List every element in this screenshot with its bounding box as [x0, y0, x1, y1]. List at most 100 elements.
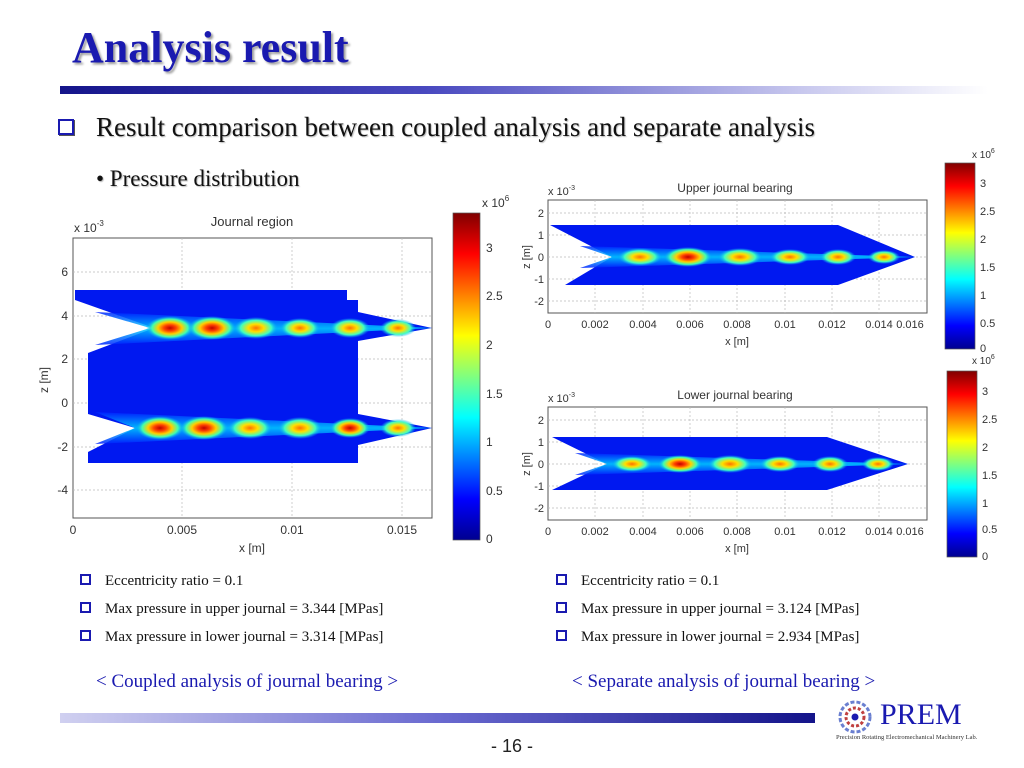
y-tick: -2 [534, 503, 544, 515]
x-tick: 0.016 [896, 319, 924, 331]
colorbar-tick: 0 [982, 551, 988, 563]
colorbar-tick: 1 [486, 435, 493, 449]
y-tick-labels: 6 4 2 0 -2 -4 [57, 265, 68, 497]
colorbar-tick: 1.5 [486, 387, 503, 401]
y-scale-label: x 10-3 [548, 392, 575, 405]
lower-journal-bearing-chart: Lower journal bearing x 10-3 x [m] z [m]… [521, 354, 997, 563]
y-tick: 1 [538, 230, 544, 242]
colorbar [452, 212, 481, 541]
colorbar-tick: 1.5 [980, 262, 995, 274]
colorbar-tick: 3 [486, 241, 493, 255]
y-tick: 2 [61, 352, 68, 366]
main-bullet: Result comparison between coupled analys… [58, 112, 815, 143]
hotspots [618, 247, 900, 267]
square-bullet-icon [556, 602, 567, 614]
y-scale-label: x 10-3 [548, 185, 575, 198]
colorbar [946, 370, 978, 558]
colorbar-tick: 0.5 [486, 484, 503, 498]
x-tick: 0 [70, 523, 77, 537]
y-tick: 2 [538, 208, 544, 220]
colorbar-tick: 1 [980, 290, 986, 302]
colorbar-ticks: 3 2.5 2 1.5 1 0.5 0 [982, 386, 997, 563]
colorbar-tick: 1 [982, 498, 988, 510]
list-item: Eccentricity ratio = 0.1 [556, 570, 859, 598]
sub-bullet: • Pressure distribution [96, 166, 300, 191]
x-tick: 0.01 [280, 523, 304, 537]
logo-word: PREM [880, 698, 962, 731]
x-tick: 0.01 [774, 319, 795, 331]
x-tick: 0.008 [723, 526, 751, 538]
colorbar-ticks: 3 2.5 2 1.5 1 0.5 0 [980, 178, 995, 355]
x-tick: 0 [545, 319, 551, 331]
x-tick: 0.005 [167, 523, 197, 537]
square-bullet-icon [556, 574, 567, 586]
y-tick: 6 [61, 265, 68, 279]
logo-subtitle: Precision Rotating Electromechanical Mac… [836, 734, 978, 741]
page-number: - 16 - [490, 736, 533, 756]
x-tick: 0.015 [387, 523, 417, 537]
right-caption: < Separate analysis of journal bearing > [572, 671, 876, 692]
chart-title: Upper journal bearing [677, 181, 792, 195]
x-tick: 0.01 [774, 526, 795, 538]
y-tick-labels: 2 1 0 -1 -2 [534, 208, 544, 308]
x-tick: 0.012 [818, 526, 846, 538]
title-divider [60, 86, 988, 94]
x-axis-label: x [m] [725, 336, 749, 348]
y-tick: 0 [61, 396, 68, 410]
x-tick: 0.006 [676, 319, 704, 331]
upper-journal-bearing-chart: Upper journal bearing x 10-3 x [m] z [m]… [521, 148, 995, 355]
y-tick: 0 [538, 459, 544, 471]
colorbar-tick: 0 [980, 343, 986, 355]
y-tick: -4 [57, 483, 68, 497]
colorbar-tick: 0.5 [982, 524, 997, 536]
y-tick: 4 [61, 309, 68, 323]
x-axis-label: x [m] [239, 541, 265, 555]
x-tick: 0.012 [818, 319, 846, 331]
hotspots [612, 455, 894, 473]
x-axis-label: x [m] [725, 543, 749, 555]
colorbar-scale: x 106 [482, 194, 510, 210]
colorbar [944, 162, 976, 350]
x-tick: 0.004 [629, 526, 657, 538]
colorbar-tick: 2.5 [982, 414, 997, 426]
y-tick: 2 [538, 415, 544, 427]
square-bullet-icon [80, 574, 91, 586]
colorbar-ticks: 3 2.5 2 1.5 1 0.5 0 [486, 241, 503, 546]
colorbar-tick: 2.5 [486, 289, 503, 303]
colorbar-tick: 0.5 [980, 318, 995, 330]
main-bullet-text: Result comparison between coupled analys… [96, 112, 816, 142]
list-item: Max pressure in lower journal = 3.314 [M… [80, 626, 383, 654]
x-tick: 0.014 [865, 319, 893, 331]
colorbar-tick: 2 [486, 338, 493, 352]
square-bullet-icon [556, 630, 567, 642]
y-axis-label: z [m] [521, 452, 533, 476]
slide-title: Analysis result [72, 23, 349, 72]
square-bullet-icon [80, 602, 91, 614]
colorbar-tick: 2 [982, 442, 988, 454]
footer-divider [60, 713, 815, 723]
colorbar-tick: 3 [982, 386, 988, 398]
left-caption: < Coupled analysis of journal bearing > [96, 671, 399, 692]
x-tick-labels: 0 0.002 0.004 0.006 0.008 0.01 0.012 0.0… [545, 526, 924, 538]
prem-logo-icon [838, 700, 872, 734]
colorbar-tick: 0 [486, 532, 493, 546]
list-item: Max pressure in lower journal = 2.934 [M… [556, 626, 859, 654]
colorbar-tick: 1.5 [982, 470, 997, 482]
y-scale-label: x 10-3 [74, 219, 104, 235]
y-axis-label: z [m] [37, 367, 51, 393]
chart-title: Journal region [211, 214, 293, 229]
prem-logo: PREM Precision Rotating Electromechanica… [836, 698, 996, 744]
x-tick: 0.006 [676, 526, 704, 538]
x-tick: 0.016 [896, 526, 924, 538]
x-tick-labels: 0 0.002 0.004 0.006 0.008 0.01 0.012 0.0… [545, 319, 924, 331]
y-tick: -2 [534, 296, 544, 308]
list-item: Max pressure in upper journal = 3.124 [M… [556, 598, 859, 626]
lower-hotspots [136, 416, 416, 440]
y-tick: -1 [534, 274, 544, 286]
y-tick-labels: 2 1 0 -1 -2 [534, 415, 544, 515]
colorbar-tick: 2.5 [980, 206, 995, 218]
x-tick: 0 [545, 526, 551, 538]
upper-hotspots [146, 316, 416, 340]
y-axis-label: z [m] [521, 245, 533, 269]
